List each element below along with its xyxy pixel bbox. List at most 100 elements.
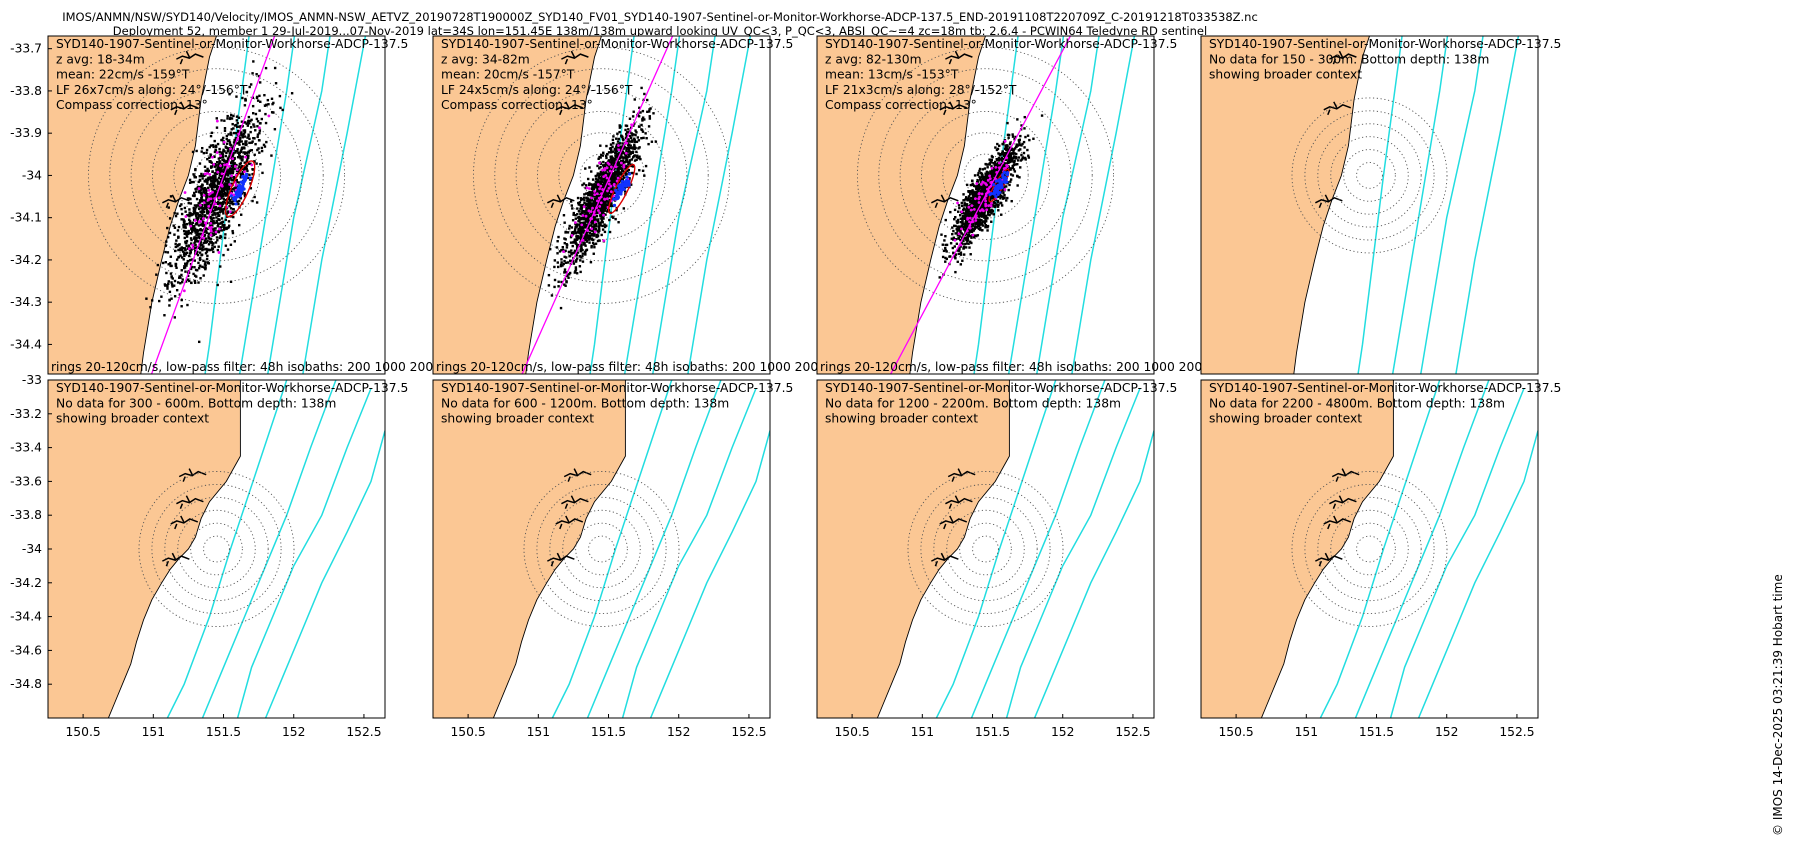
velocity-point xyxy=(1016,163,1019,166)
mean-point xyxy=(229,194,233,198)
velocity-point xyxy=(588,166,591,169)
velocity-point xyxy=(575,272,579,275)
velocity-point xyxy=(641,117,644,121)
velocity-point xyxy=(220,190,223,193)
velocity-point xyxy=(176,229,180,232)
velocity-point xyxy=(206,157,209,161)
velocity-point xyxy=(1015,152,1018,156)
velocity-point xyxy=(610,202,613,206)
velocity-point xyxy=(242,129,245,132)
velocity-point xyxy=(168,231,172,235)
velocity-point xyxy=(235,186,238,189)
velocity-point xyxy=(956,221,959,225)
velocity-point xyxy=(201,208,204,211)
velocity-point xyxy=(602,160,605,164)
velocity-point xyxy=(593,225,596,228)
recent-point xyxy=(218,204,222,208)
velocity-point xyxy=(605,210,609,213)
velocity-point xyxy=(213,245,216,249)
velocity-point xyxy=(194,239,198,242)
velocity-point xyxy=(246,158,249,161)
velocity-point xyxy=(221,223,224,227)
velocity-point xyxy=(963,204,966,207)
velocity-point xyxy=(954,215,957,219)
velocity-point xyxy=(1005,146,1008,150)
velocity-point xyxy=(594,228,597,231)
coastline-land xyxy=(433,36,602,374)
recent-point xyxy=(979,183,983,186)
velocity-point xyxy=(226,170,229,173)
velocity-point xyxy=(580,246,583,249)
velocity-point xyxy=(173,226,177,229)
velocity-point xyxy=(231,153,234,156)
velocity-point xyxy=(614,183,618,187)
velocity-point xyxy=(985,196,988,199)
velocity-point xyxy=(588,231,592,235)
velocity-point xyxy=(650,140,654,143)
velocity-point xyxy=(990,212,993,215)
velocity-point xyxy=(622,176,626,179)
velocity-point xyxy=(230,178,233,181)
velocity-point xyxy=(237,151,240,155)
velocity-point xyxy=(224,193,228,196)
velocity-point xyxy=(575,224,578,228)
isobath-1000m xyxy=(238,36,296,374)
velocity-point xyxy=(224,244,228,247)
velocity-point xyxy=(576,207,579,210)
velocity-point xyxy=(209,195,212,198)
velocity-point xyxy=(180,207,183,211)
velocity-point xyxy=(978,202,981,206)
velocity-point xyxy=(193,249,197,252)
velocity-point xyxy=(227,179,230,182)
velocity-point xyxy=(195,218,199,221)
velocity-point xyxy=(183,247,187,250)
velocity-point xyxy=(167,280,170,283)
velocity-point xyxy=(625,158,628,162)
velocity-point xyxy=(588,190,591,194)
velocity-point xyxy=(255,162,258,165)
velocity-point xyxy=(251,199,254,203)
velocity-point xyxy=(199,188,202,192)
velocity-point xyxy=(219,265,222,268)
velocity-point xyxy=(223,177,226,181)
velocity-point xyxy=(628,159,632,162)
velocity-point xyxy=(246,136,249,139)
velocity-point xyxy=(193,241,196,245)
velocity-point xyxy=(1011,135,1015,138)
velocity-point xyxy=(279,106,282,110)
velocity-point xyxy=(639,111,642,114)
coastline-land xyxy=(48,36,217,374)
mean-point xyxy=(620,179,624,184)
velocity-point xyxy=(626,160,629,164)
velocity-point xyxy=(599,165,602,169)
velocity-point xyxy=(164,250,167,254)
velocity-point xyxy=(1005,152,1008,155)
panel-label-line-4: LF 24x5cm/s along: 24°/-156°T xyxy=(441,83,633,97)
velocity-point xyxy=(165,240,168,243)
principal-axis-line xyxy=(889,36,1072,374)
velocity-point xyxy=(972,235,976,239)
velocity-point xyxy=(961,208,965,212)
velocity-point xyxy=(577,229,580,233)
velocity-point xyxy=(613,161,616,164)
velocity-point xyxy=(956,249,959,252)
velocity-point xyxy=(228,224,231,227)
recent-point xyxy=(605,197,609,201)
velocity-point xyxy=(238,143,241,146)
velocity-point xyxy=(591,178,595,181)
velocity-point xyxy=(970,210,973,214)
mean-points xyxy=(229,172,252,206)
velocity-point xyxy=(972,194,975,198)
velocity-point xyxy=(180,280,184,284)
velocity-point xyxy=(200,195,204,199)
velocity-point xyxy=(194,230,197,233)
velocity-point xyxy=(615,148,618,151)
velocity-point xyxy=(979,200,982,203)
velocity-point xyxy=(963,237,966,240)
velocity-point xyxy=(616,173,619,176)
velocity-point xyxy=(173,316,177,319)
velocity-point xyxy=(220,217,224,220)
isobath-200m xyxy=(973,36,1019,374)
velocity-point xyxy=(218,207,221,210)
velocity-point xyxy=(168,304,171,307)
